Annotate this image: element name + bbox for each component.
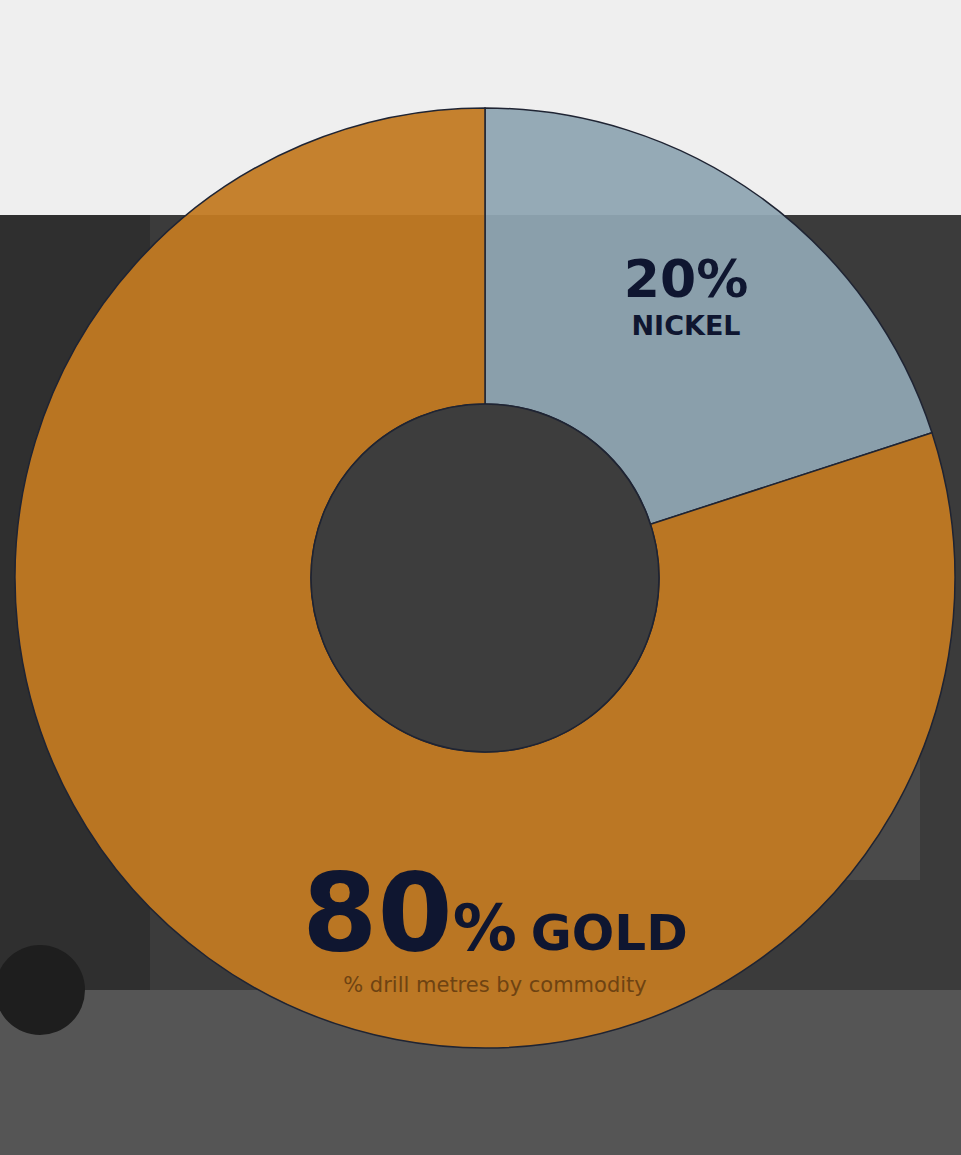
label-unit: %	[453, 891, 517, 965]
data-label: 20%	[624, 249, 748, 309]
category-label: NICKEL	[632, 310, 741, 341]
slice	[15, 108, 955, 1048]
background	[0, 0, 961, 1155]
data-label: 80%	[302, 850, 516, 975]
label-number: 80	[302, 850, 452, 975]
slices	[15, 108, 955, 1048]
category-label: GOLD	[531, 904, 688, 962]
donut-hole	[311, 404, 659, 752]
photo-bg	[0, 0, 961, 1155]
wheel	[0, 945, 85, 1035]
chart: 20%NICKEL80%GOLD% drill metres by commod…	[0, 0, 961, 1155]
subtitle: % drill metres by commodity	[343, 973, 647, 997]
